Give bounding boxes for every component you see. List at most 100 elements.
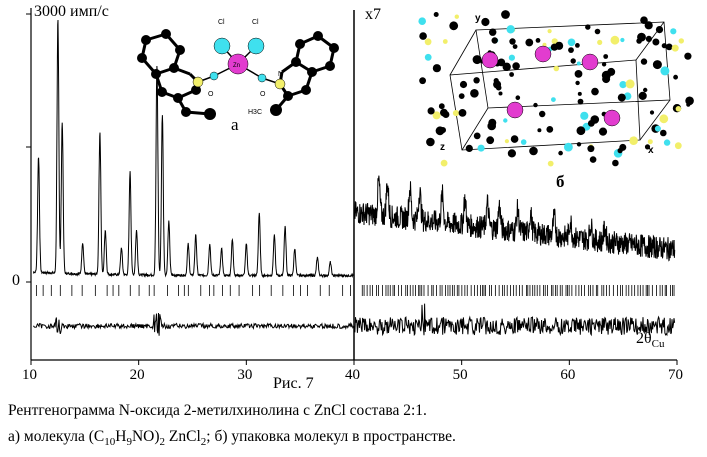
inset-label-a: а [231,115,239,134]
atom-label-cl2: Cl [252,19,259,26]
packing-atom [537,128,542,133]
packing-atom [659,114,669,124]
packing-atom [419,77,426,85]
x-tick-label: 40 [345,367,360,383]
x-tick-label: 50 [452,367,468,383]
packing-atom [601,62,607,67]
packing-atom [452,110,460,117]
inset-label-b: б [556,172,565,191]
packing-atom [470,89,479,98]
packing-atom [670,28,677,35]
packing-atom [495,84,502,91]
packing-inset-b: y z x [418,10,694,167]
packing-atom [509,72,514,77]
packing-atom [665,43,673,51]
packing-atom [481,17,490,27]
caption-part: NO) [131,428,160,445]
packing-atom [564,142,573,152]
packing-atom [551,38,558,45]
packing-atom [477,144,485,152]
x-tick-label: 70 [668,367,683,383]
packing-atom [487,121,497,131]
packing-atom [640,58,648,65]
packing-atom [438,103,445,110]
packing-atom [547,29,552,34]
x-tick-label: 20 [129,367,145,383]
caption-part: ; б) упаковка молекул в пространстве. [206,428,456,445]
caption-line-2: а) молекула (C10H9NO)2 ZnCl2; б) упаковк… [8,428,456,448]
packing-atom [512,62,520,70]
packing-atom [440,159,448,167]
x-axis-label-main: 2θ [636,330,652,347]
packing-atom [497,58,506,67]
packing-atom [555,41,564,50]
packing-atom [473,77,480,84]
packing-atom [577,98,584,105]
axis-label-y: y [475,13,481,24]
packing-atom [435,126,445,136]
packing-atom [539,110,546,118]
figure-label: Рис. 7 [273,375,314,392]
difference-curve [33,303,676,337]
packing-atom [580,111,589,120]
packing-atom [575,80,580,86]
packing-atom [501,10,510,19]
caption-sub: 10 [104,436,116,449]
packing-atom [509,38,516,45]
atom-label-cl1: Cl [218,19,225,26]
packing-atom [533,102,538,108]
packing-atom [643,87,648,93]
packing-atom [504,139,509,144]
packing-atom [684,52,692,60]
caption-part: H [115,428,127,445]
packing-zn-atom [481,51,499,69]
packing-atom [493,78,499,84]
packing-atom [577,91,582,96]
packing-atom [655,26,664,34]
packing-atom [449,21,459,31]
packing-atom [640,16,648,25]
x-tick-label: 10 [22,367,37,383]
packing-atom [546,125,554,133]
packing-atom [491,37,498,44]
packing-atom [661,43,667,49]
atom-label-o2: O [260,91,266,98]
packing-atom [617,93,626,102]
packing-zn-atom [534,45,552,63]
packing-atom [547,160,554,167]
reflection-ticks [35,285,675,296]
packing-atom [576,126,586,136]
packing-atom [553,65,560,72]
packing-zn-atom [581,53,599,71]
packing-atom [442,111,450,118]
x-tick-label: 30 [237,367,253,383]
packing-atom [652,60,662,70]
packing-atom [426,137,435,147]
packing-atom [558,150,563,156]
molecule-inset-a: Cl Cl Zn N O O H3C [137,19,339,120]
packing-atom [660,66,670,76]
packing-atom [486,136,495,145]
packing-atom [442,39,448,44]
packing-atom [663,139,671,146]
packing-atom [602,75,611,84]
packing-atom [644,144,651,150]
packing-atom [510,135,519,143]
packing-atom [535,38,541,43]
diffraction-pattern-line [32,19,676,279]
packing-atom [619,81,627,89]
packing-atom [458,93,465,99]
packing-atom [424,38,432,46]
packing-atom [612,159,619,167]
axis-label-z: z [440,142,445,153]
packing-atom [607,67,616,76]
packing-atom [591,87,599,96]
packing-atom [570,58,576,64]
packing-atom [625,79,635,89]
packing-atom [473,132,481,140]
packing-atom [576,61,581,66]
packing-atom [575,43,580,48]
packing-atom [576,142,582,147]
packing-atom [652,38,660,46]
packing-atom [587,120,595,127]
